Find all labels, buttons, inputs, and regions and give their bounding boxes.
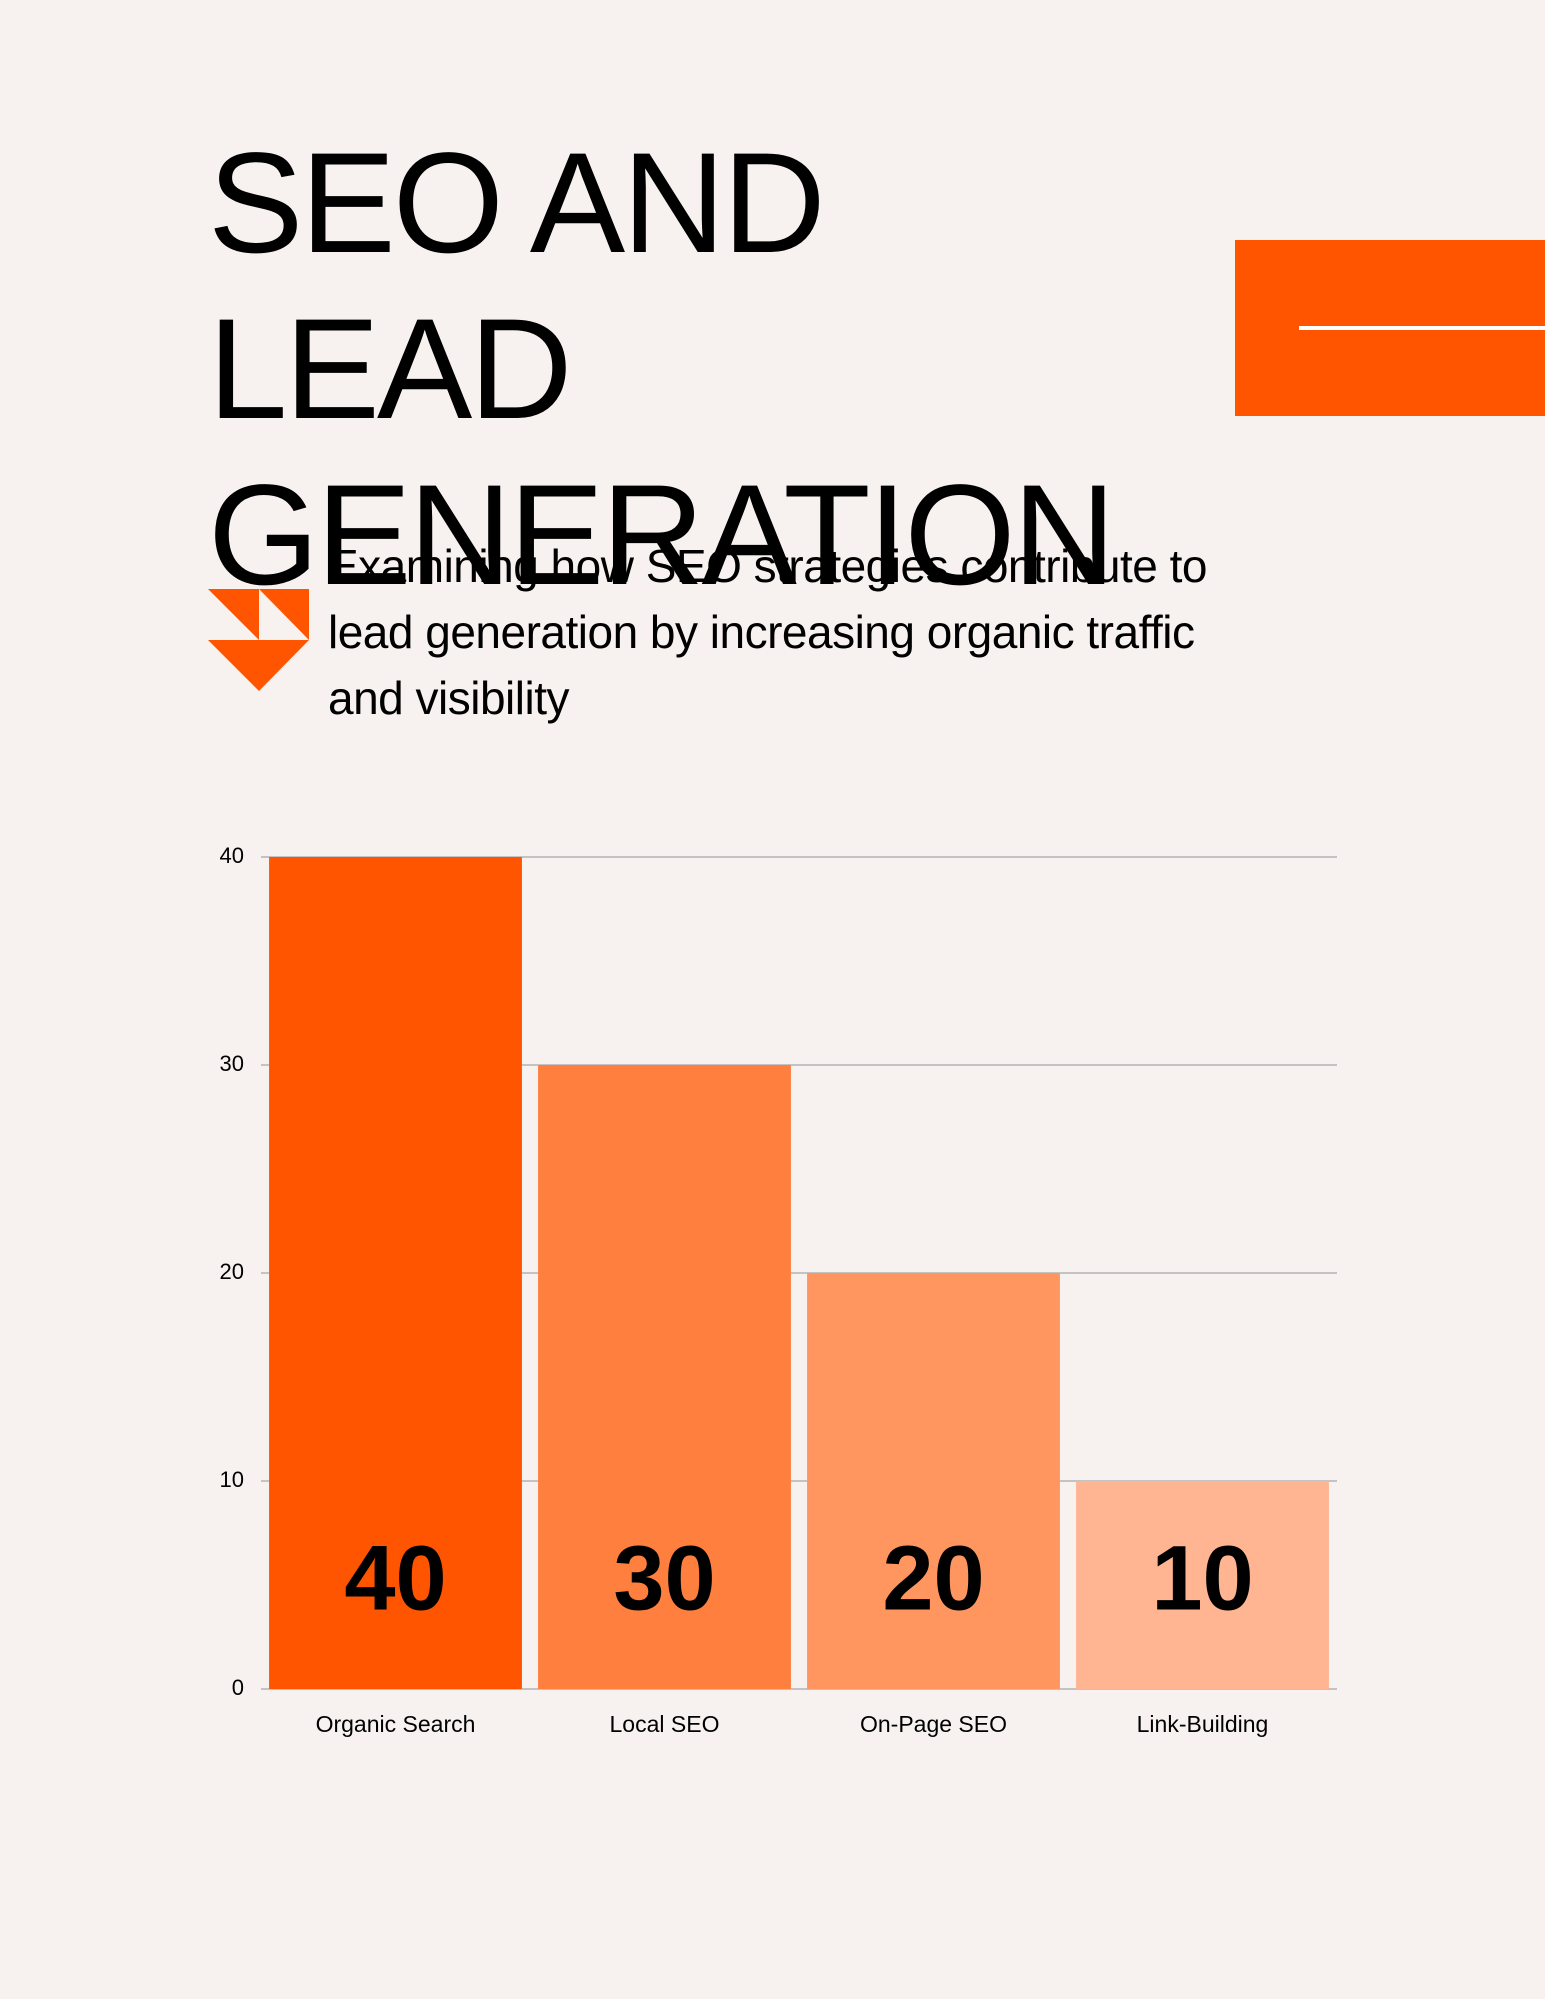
x-tick-label: On-Page SEO [860, 1711, 1007, 1737]
x-tick-label: Link-Building [1137, 1711, 1269, 1737]
title: SEO AND LEAD GENERATION [208, 124, 1116, 615]
bar [538, 1065, 791, 1689]
y-tick-label: 10 [220, 1467, 244, 1492]
y-tick-label: 0 [232, 1675, 244, 1700]
bar [807, 1273, 1060, 1689]
y-tick-label: 30 [220, 1051, 244, 1076]
value-label: 30 [613, 1527, 715, 1629]
logo-icon [208, 589, 309, 691]
value-label: 40 [344, 1527, 446, 1629]
y-tick-label: 20 [220, 1259, 244, 1284]
value-label: 10 [1151, 1527, 1253, 1629]
value-label: 20 [882, 1527, 984, 1629]
bar [269, 857, 522, 1689]
bar [1076, 1481, 1329, 1689]
x-tick-label: Local SEO [610, 1711, 720, 1737]
subtitle: Examining how SEO strategies contribute … [328, 540, 1208, 724]
x-tick-label: Organic Search [316, 1711, 476, 1737]
y-tick-label: 40 [220, 843, 244, 868]
